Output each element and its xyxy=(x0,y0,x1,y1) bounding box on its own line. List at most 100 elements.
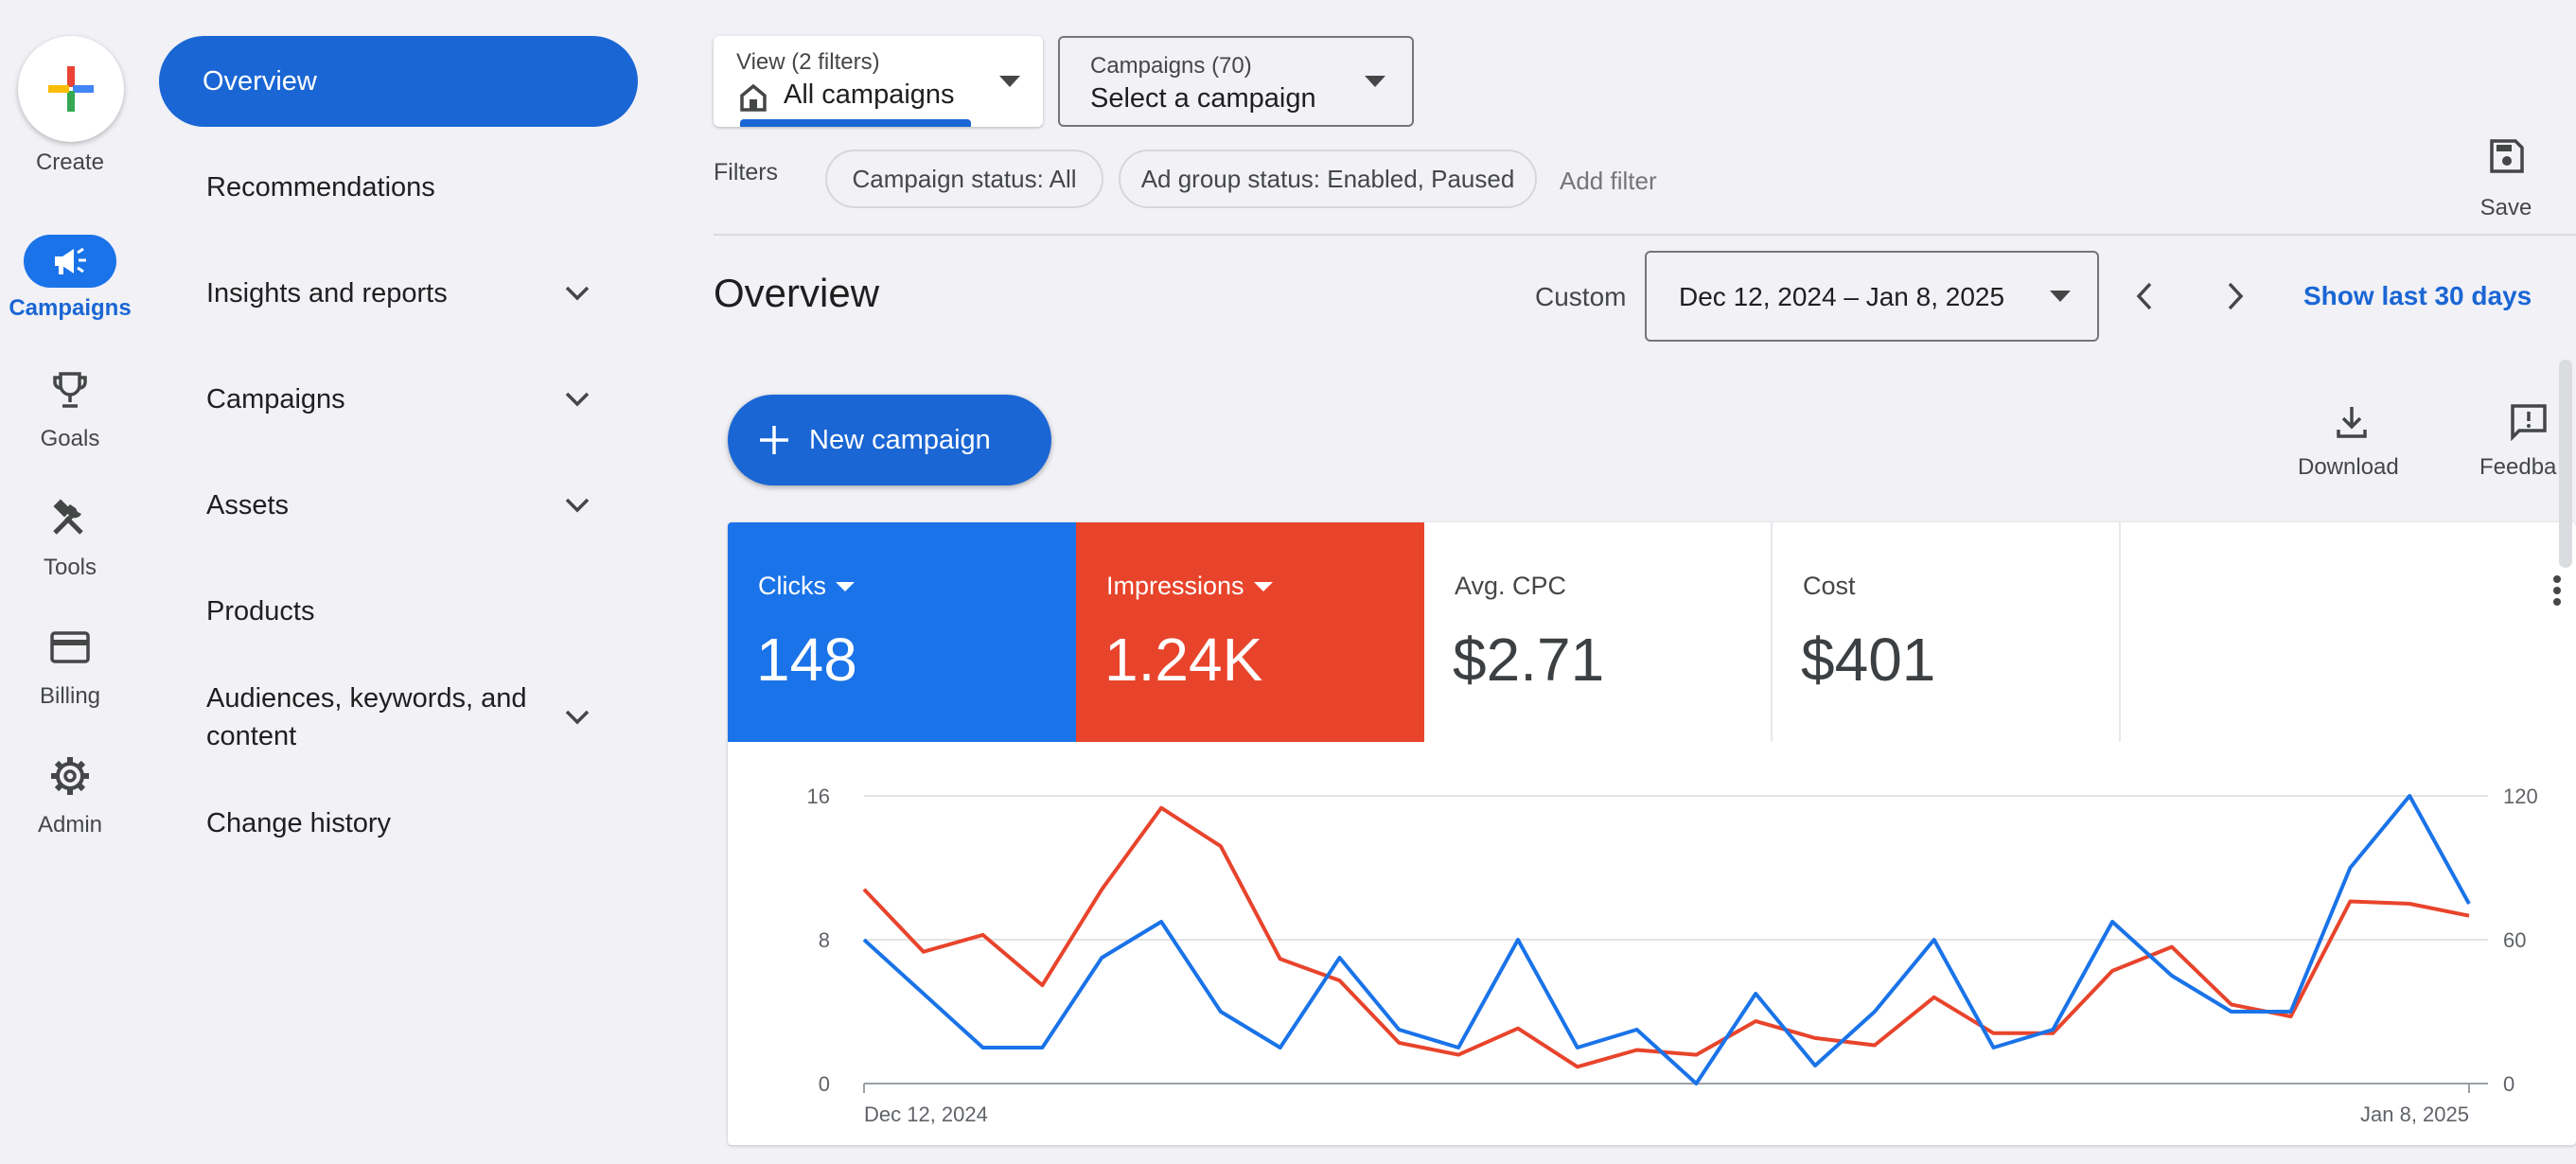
rail-item-billing[interactable]: Billing xyxy=(0,623,140,727)
rail-item-campaigns[interactable]: Campaigns xyxy=(0,235,140,339)
nav-label: Insights and reports xyxy=(206,277,448,309)
rail-item-goals[interactable]: Goals xyxy=(0,365,140,469)
nav-item-insights-and-reports[interactable]: Insights and reports xyxy=(159,265,638,322)
series-line-impressions xyxy=(862,805,2470,1069)
more-vert-icon xyxy=(2553,575,2561,606)
page-title: Overview xyxy=(714,271,880,315)
metric-value: $401 xyxy=(1801,626,1936,694)
caret-down-icon xyxy=(1253,581,1273,591)
filter-chip-label: Ad group status: Enabled, Paused xyxy=(1140,164,1515,193)
rail-label-goals: Goals xyxy=(40,426,100,451)
right-axis-tick-label: 120 xyxy=(2503,785,2538,808)
rail-item-tools[interactable]: Tools xyxy=(0,494,140,598)
plus-icon xyxy=(48,66,94,112)
nav-label: Products xyxy=(206,595,315,626)
line-chart: 0 8 16 0 60 120 Dec 12, 2024 Jan 8, 2025 xyxy=(807,785,2538,1126)
new-campaign-label: New campaign xyxy=(809,424,991,455)
gear-icon xyxy=(42,751,98,801)
chevron-down-icon xyxy=(565,498,590,513)
trophy-icon xyxy=(42,365,98,414)
metric-avg-cpc[interactable]: Avg. CPC $2.71 xyxy=(1424,522,1773,742)
nav-item-audiences-keywords-content[interactable]: Audiences, keywords, and content xyxy=(159,678,638,757)
rail-label-billing: Billing xyxy=(39,683,101,709)
show-last-30-days-link[interactable]: Show last 30 days xyxy=(2303,281,2532,310)
view-selector[interactable]: View (2 filters) All campaigns xyxy=(714,36,1043,127)
metric-name: Clicks xyxy=(758,572,826,600)
header-divider xyxy=(714,234,2576,236)
left-axis-tick-label: 0 xyxy=(819,1072,830,1096)
performance-card: Clicks 148 Impressions 1.24K Avg. CPC $2… xyxy=(728,522,2576,1145)
feedback-icon xyxy=(2511,404,2547,441)
metric-name: Impressions xyxy=(1106,572,1244,600)
next-period-button[interactable] xyxy=(2209,270,2262,323)
add-filter-link[interactable]: Add filter xyxy=(1560,167,1657,195)
filter-chip-ad-group-status[interactable]: Ad group status: Enabled, Paused xyxy=(1119,150,1537,208)
caret-down-icon xyxy=(836,581,855,591)
rail-label-admin: Admin xyxy=(37,812,103,838)
x-axis-tick-label: Jan 8, 2025 xyxy=(2360,1102,2469,1126)
date-range-value: Dec 12, 2024 – Jan 8, 2025 xyxy=(1679,282,2005,311)
nav-item-products[interactable]: Products xyxy=(159,583,638,640)
metric-value: $2.71 xyxy=(1453,626,1605,694)
more-options-button[interactable] xyxy=(2544,572,2570,609)
save-button[interactable]: Save xyxy=(2461,138,2551,223)
download-button[interactable]: Download xyxy=(2298,401,2406,486)
feedback-label: Feedba xyxy=(2479,454,2557,480)
view-selector-value: All campaigns xyxy=(784,79,955,110)
previous-period-button[interactable] xyxy=(2118,270,2171,323)
series-line-clicks xyxy=(862,794,2471,1085)
megaphone-icon xyxy=(24,235,116,288)
right-axis-tick-label: 60 xyxy=(2503,928,2526,952)
filters-label: Filters xyxy=(714,159,779,185)
view-selector-underline xyxy=(740,119,971,127)
nav-label: Assets xyxy=(206,489,290,520)
rail-label-campaigns: Campaigns xyxy=(9,295,132,321)
scrollbar[interactable] xyxy=(2559,360,2572,568)
new-campaign-button[interactable]: New campaign xyxy=(728,395,1051,485)
metric-name: Cost xyxy=(1803,572,1856,600)
date-range-picker[interactable]: Dec 12, 2024 – Jan 8, 2025 xyxy=(1645,251,2099,342)
campaign-selector-value: Select a campaign xyxy=(1090,83,1316,114)
chevron-left-icon xyxy=(2136,282,2152,310)
save-label: Save xyxy=(2479,195,2532,220)
rail-item-admin[interactable]: Admin xyxy=(0,751,140,855)
metric-cost[interactable]: Cost $401 xyxy=(1773,522,2121,742)
metric-impressions[interactable]: Impressions 1.24K xyxy=(1076,522,1424,742)
date-range-type-label: Custom xyxy=(1535,282,1627,311)
plus-icon xyxy=(760,426,788,454)
chevron-right-icon xyxy=(2228,282,2244,310)
download-label: Download xyxy=(2298,454,2399,480)
chevron-down-icon xyxy=(565,710,590,725)
caret-down-icon xyxy=(999,76,1020,87)
filter-chip-campaign-status[interactable]: Campaign status: All xyxy=(825,150,1103,208)
left-rail: Create Campaigns Goals xyxy=(0,0,140,1164)
create-label: Create xyxy=(35,150,105,175)
right-axis-tick-label: 0 xyxy=(2503,1072,2514,1096)
nav-label: Change history xyxy=(206,807,392,838)
nav-item-assets[interactable]: Assets xyxy=(159,477,638,534)
nav-label: Overview xyxy=(203,65,317,97)
nav-label: Audiences, keywords, and content xyxy=(206,683,527,751)
nav-item-recommendations[interactable]: Recommendations xyxy=(159,159,638,216)
campaign-selector-caption: Campaigns (70) xyxy=(1090,53,1252,79)
left-axis-tick-label: 8 xyxy=(819,928,830,952)
create-button[interactable] xyxy=(18,36,124,142)
campaign-selector[interactable]: Campaigns (70) Select a campaign xyxy=(1058,36,1414,127)
left-axis-tick-label: 16 xyxy=(807,785,830,808)
metric-value: 1.24K xyxy=(1104,626,1263,694)
caret-down-icon xyxy=(1365,76,1385,87)
nav-item-overview[interactable]: Overview xyxy=(159,36,638,127)
nav-label: Campaigns xyxy=(206,383,345,414)
nav-label: Recommendations xyxy=(206,171,435,203)
metric-value: 148 xyxy=(756,626,857,694)
metric-name: Avg. CPC xyxy=(1455,572,1567,600)
feedback-button[interactable]: Feedba xyxy=(2479,401,2576,486)
home-icon xyxy=(740,83,767,112)
nav-item-campaigns[interactable]: Campaigns xyxy=(159,371,638,428)
metric-clicks[interactable]: Clicks 148 xyxy=(728,522,1076,742)
save-icon xyxy=(2490,139,2524,173)
nav-item-change-history[interactable]: Change history xyxy=(159,795,638,852)
nav-panel: Overview Recommendations Insights and re… xyxy=(159,0,642,1164)
filter-chip-label: Campaign status: All xyxy=(852,164,1077,193)
credit-card-icon xyxy=(42,623,98,672)
